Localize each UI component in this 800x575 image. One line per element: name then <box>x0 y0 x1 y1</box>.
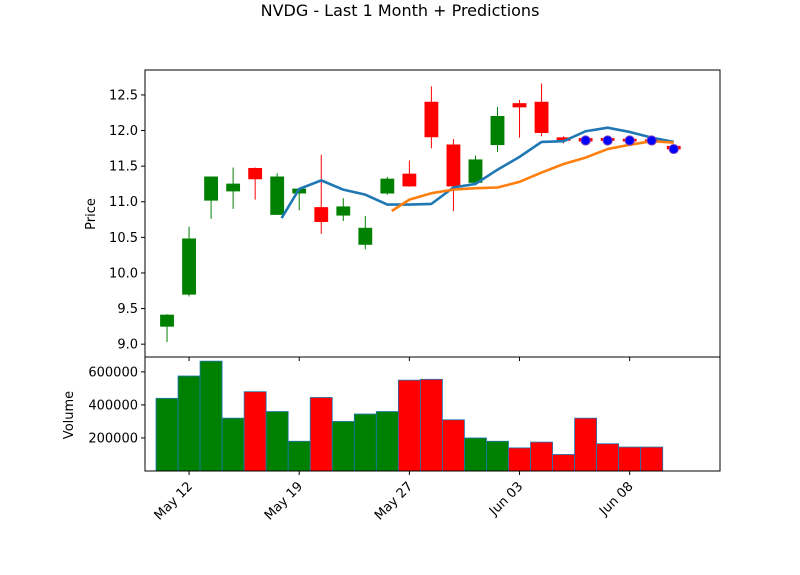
candle <box>402 160 417 187</box>
volume-bar <box>464 437 487 472</box>
xtick-label: May 19 <box>262 479 306 523</box>
volume-bar <box>530 441 553 472</box>
xtick-label: May 12 <box>152 479 196 523</box>
candle <box>424 86 439 149</box>
candle <box>358 215 373 250</box>
price-axis-label: Price <box>84 198 99 230</box>
candle <box>204 176 219 219</box>
price-ytick-label: 9.0 <box>117 338 138 353</box>
volume-panel: 200000 400000 600000 <box>88 356 721 472</box>
moving-average-line <box>280 126 674 219</box>
candle-body <box>468 159 483 183</box>
volume-bar <box>442 419 465 472</box>
candle <box>446 139 461 212</box>
xtick-label: Jun 03 <box>486 479 526 519</box>
volume-bar <box>331 421 355 472</box>
candle <box>512 99 527 138</box>
volume-bar <box>243 391 267 472</box>
prediction-marker <box>580 135 591 146</box>
candle <box>336 198 351 221</box>
candle <box>292 188 307 211</box>
price-ytick-label: 10.5 <box>109 231 138 246</box>
candle-body <box>490 115 505 146</box>
candle-body <box>424 101 439 138</box>
candle <box>226 167 241 209</box>
volume-bar <box>221 417 245 472</box>
price-ytick-label: 12.5 <box>109 88 138 103</box>
candle <box>160 314 174 343</box>
candle-body <box>314 207 329 222</box>
volume-bar <box>552 454 575 472</box>
candle <box>490 107 505 152</box>
xtick-label: May 27 <box>372 479 416 523</box>
candle-body <box>446 144 461 187</box>
volume-bar <box>287 440 311 472</box>
candle-body <box>402 173 417 187</box>
price-ytick-label: 10.0 <box>109 266 138 281</box>
candle-body <box>160 314 174 327</box>
volume-bar <box>397 379 421 472</box>
volume-bar <box>375 411 399 472</box>
volume-bar <box>486 440 509 472</box>
candle <box>314 154 329 234</box>
volume-ytick-label: 200000 <box>88 431 138 446</box>
volume-bar <box>419 378 443 472</box>
price-ytick-label: 9.5 <box>117 302 138 317</box>
candle-body <box>336 206 351 216</box>
volume-axis-label: Volume <box>62 391 77 439</box>
volume-bar <box>640 446 664 472</box>
prediction-marker <box>646 135 657 146</box>
candle-body <box>226 183 241 192</box>
candle-body <box>270 176 285 215</box>
candle-body <box>512 103 527 108</box>
candle <box>534 83 549 137</box>
volume-bar <box>177 375 201 472</box>
volume-panel-frame <box>144 356 721 472</box>
volume-bar <box>618 446 642 472</box>
prediction-marker <box>668 143 679 155</box>
candle <box>380 176 395 195</box>
prediction-marker <box>602 135 613 146</box>
volume-bar <box>508 447 531 472</box>
candle-body <box>204 176 219 201</box>
candle-body <box>534 101 549 133</box>
chart-title: NVDG - Last 1 Month + Predictions <box>261 1 540 20</box>
volume-bar <box>309 397 333 472</box>
volume-bar <box>574 417 598 472</box>
volume-ytick-label: 600000 <box>88 365 138 380</box>
price-ytick-label: 11.5 <box>109 160 138 175</box>
candle-body <box>380 178 395 194</box>
price-panel: 9.0 9.5 10.0 10.5 11.0 11.5 12.0 12.5 <box>109 69 721 358</box>
candle-body <box>182 238 196 295</box>
candle <box>468 155 483 185</box>
moving-average-line <box>391 139 674 213</box>
prediction-marker <box>624 135 635 146</box>
volume-bar <box>596 443 620 472</box>
volume-bar <box>353 413 377 472</box>
price-ytick-label: 11.0 <box>109 195 138 210</box>
candle <box>270 173 285 215</box>
candle-body <box>248 167 263 180</box>
candle-body <box>358 227 373 245</box>
volume-bar <box>199 360 223 472</box>
xtick-label: Jun 08 <box>596 479 636 519</box>
candle <box>248 167 263 200</box>
volume-bar <box>265 411 289 472</box>
candle <box>182 226 196 297</box>
price-ytick-label: 12.0 <box>109 124 138 139</box>
volume-ytick-label: 400000 <box>88 398 138 413</box>
volume-bar <box>155 397 179 472</box>
